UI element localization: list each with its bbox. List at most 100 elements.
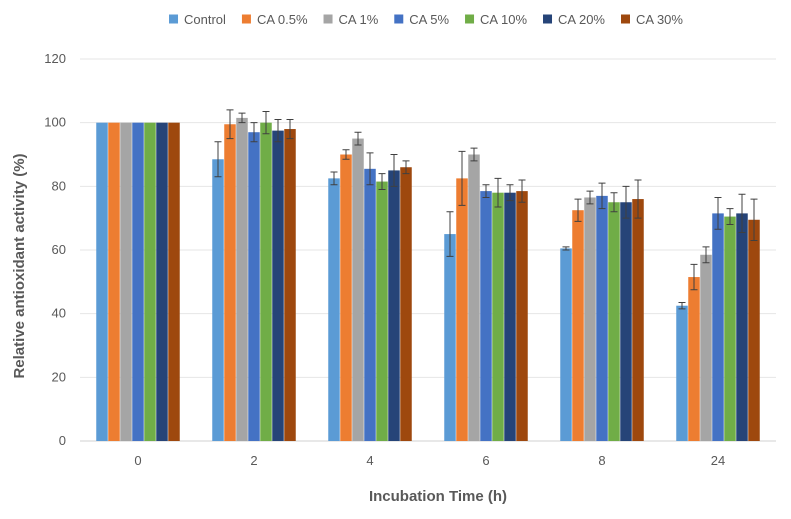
- bar: [736, 213, 748, 441]
- bar: [584, 197, 596, 441]
- bar: [108, 122, 120, 442]
- bar: [376, 181, 388, 441]
- error-bar: [702, 246, 710, 264]
- error-bar: [562, 246, 570, 251]
- error-bar: [366, 152, 374, 186]
- bar: [676, 305, 688, 441]
- bar: [328, 178, 340, 441]
- y-tick-label: 40: [52, 306, 66, 321]
- bar: [156, 122, 168, 442]
- bar: [224, 124, 236, 441]
- bar: [96, 122, 108, 442]
- y-axis-title: Relative antioxidant activity (%): [11, 153, 28, 378]
- bar: [632, 199, 644, 441]
- legend-swatch: [394, 14, 404, 24]
- error-bar: [738, 193, 746, 233]
- bar: [468, 154, 480, 441]
- error-bar: [726, 208, 734, 226]
- legend-label: CA 0.5%: [257, 12, 308, 27]
- error-bar: [634, 179, 642, 219]
- x-tick-label: 24: [711, 453, 725, 468]
- error-bar: [390, 154, 398, 187]
- x-tick-labels: 0 2 4 6 8 24: [134, 453, 725, 468]
- error-bar: [494, 177, 502, 208]
- legend-label: CA 30%: [636, 12, 683, 27]
- error-bar: [262, 111, 270, 135]
- bar: [168, 122, 180, 442]
- bar: [364, 168, 376, 441]
- legend-swatch: [543, 14, 553, 24]
- legend: Control CA 0.5% CA 1% CA 5% CA 10% CA 20% CA 3…: [169, 12, 683, 27]
- y-tick-label: 120: [44, 51, 66, 66]
- bar: [284, 129, 296, 442]
- error-bar: [214, 141, 222, 178]
- bar: [620, 202, 632, 441]
- bar: [748, 219, 760, 441]
- bar: [456, 178, 468, 441]
- error-bar: [622, 185, 630, 219]
- bar: [388, 170, 400, 441]
- bar: [560, 248, 572, 441]
- bar: [260, 122, 272, 442]
- bar: [492, 192, 504, 441]
- legend-label: Control: [184, 12, 226, 27]
- bar: [444, 234, 456, 441]
- y-tick-label: 0: [59, 433, 66, 448]
- legend-swatch: [465, 14, 475, 24]
- bar: [352, 138, 364, 442]
- x-axis-title: Incubation Time (h): [369, 488, 507, 505]
- error-bar: [610, 192, 618, 213]
- legend-swatch: [323, 14, 333, 24]
- y-tick-label: 60: [52, 242, 66, 257]
- legend-label: CA 1%: [339, 12, 379, 27]
- bar: [248, 132, 260, 441]
- x-tick-label: 2: [250, 453, 257, 468]
- legend-swatch: [621, 14, 630, 24]
- error-bar: [678, 302, 686, 310]
- gridlines: [80, 58, 776, 442]
- error-bar: [238, 112, 246, 124]
- legend-swatch: [241, 14, 251, 24]
- bar: [572, 210, 584, 441]
- bar: [120, 122, 132, 442]
- error-bar: [586, 190, 594, 205]
- x-tick-label: 0: [134, 453, 141, 468]
- bar: [480, 191, 492, 441]
- error-bars: [214, 109, 758, 310]
- error-bar: [470, 147, 478, 162]
- bar: [340, 154, 352, 441]
- bar: [608, 202, 620, 441]
- error-bar: [274, 118, 282, 143]
- error-bar: [354, 131, 362, 146]
- x-tick-label: 4: [366, 453, 373, 468]
- error-bar: [342, 149, 350, 160]
- legend-label: CA 5%: [409, 12, 449, 27]
- error-bar: [458, 150, 466, 206]
- error-bar: [518, 179, 526, 203]
- error-bar: [330, 171, 338, 186]
- error-bar: [402, 160, 410, 175]
- error-bar: [482, 184, 490, 198]
- legend-label: CA 10%: [480, 12, 527, 27]
- error-bar: [506, 184, 514, 202]
- legend-swatch: [169, 14, 179, 24]
- error-bar: [226, 109, 234, 140]
- error-bar: [286, 118, 294, 140]
- y-tick-label: 20: [52, 369, 66, 384]
- error-bar: [598, 182, 606, 210]
- x-tick-label: 6: [482, 453, 489, 468]
- error-bar: [690, 263, 698, 291]
- bar: [724, 216, 736, 441]
- bars: [96, 117, 760, 442]
- y-tick-label: 80: [52, 178, 66, 193]
- bar: [712, 213, 724, 441]
- error-bar: [750, 198, 758, 241]
- y-tick-labels: 0 20 40 60 80 100 120: [44, 51, 66, 448]
- error-bar: [446, 211, 454, 257]
- y-tick-label: 100: [44, 115, 66, 130]
- bar: [144, 122, 156, 442]
- bar: [688, 277, 700, 441]
- bar: [212, 159, 224, 441]
